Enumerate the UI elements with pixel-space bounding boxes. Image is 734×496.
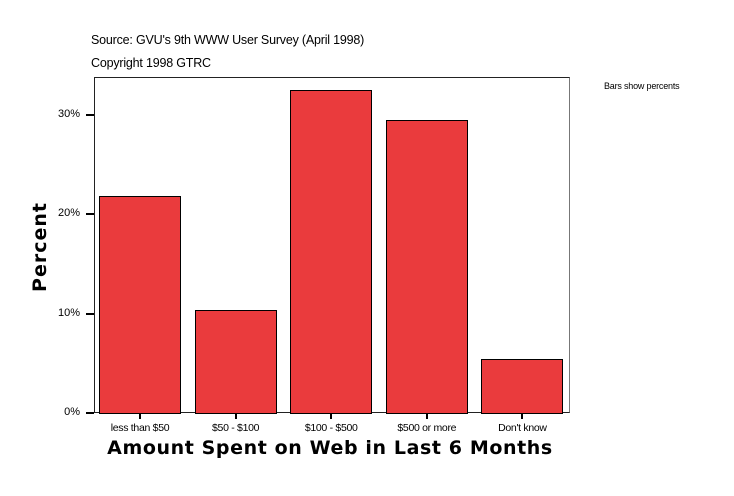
bar — [481, 359, 564, 414]
bars-note: Bars show percents — [604, 81, 680, 91]
x-tick-label: $50 - $100 — [211, 422, 260, 434]
y-tick — [86, 213, 94, 216]
y-tick-label: 10% — [57, 306, 80, 319]
source-caption: Source: GVU's 9th WWW User Survey (April… — [91, 33, 365, 47]
x-tick-label: $500 or more — [397, 422, 457, 434]
y-tick-label: 20% — [57, 207, 80, 220]
bar — [99, 195, 181, 414]
x-axis-title: Amount Spent on Web in Last 6 Months — [107, 437, 553, 459]
x-tick — [425, 413, 428, 419]
y-axis-title: Percent — [29, 202, 51, 292]
x-tick-label: $100 - $500 — [304, 422, 358, 434]
y-tick — [86, 312, 94, 315]
bar — [385, 120, 468, 414]
x-tick — [139, 413, 141, 419]
x-tick-label: Don't know — [498, 422, 547, 434]
y-tick — [86, 114, 94, 117]
y-tick — [86, 412, 94, 414]
x-tick — [234, 413, 237, 419]
y-tick-label: 30% — [57, 108, 80, 121]
copyright-caption: Copyright 1998 GTRC — [91, 56, 211, 70]
x-tick — [521, 413, 524, 419]
x-tick — [330, 413, 333, 419]
y-tick-label: 0% — [64, 406, 80, 418]
bar — [290, 90, 373, 414]
x-tick-label: less than $50 — [110, 422, 170, 434]
bar — [194, 309, 277, 414]
